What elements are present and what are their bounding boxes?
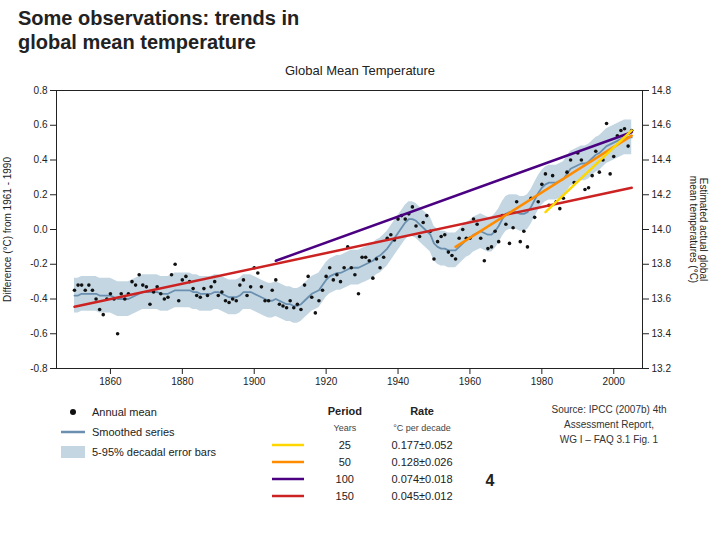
svg-text:0.8: 0.8 xyxy=(34,85,48,96)
html-text:Rate: Rate xyxy=(410,404,434,417)
html-text:Annual mean: Annual mean xyxy=(92,406,157,418)
svg-text:1980: 1980 xyxy=(531,376,554,387)
svg-text:-0.6: -0.6 xyxy=(30,328,48,339)
html-text:100: 100 xyxy=(335,472,354,485)
svg-text:2000: 2000 xyxy=(603,376,626,387)
svg-text:0.0: 0.0 xyxy=(34,224,48,235)
svg-text:1920: 1920 xyxy=(315,376,338,387)
svg-text:-0.4: -0.4 xyxy=(30,293,48,304)
html-text:0.177±0.052: 0.177±0.052 xyxy=(391,438,453,451)
html-text:Years: Years xyxy=(333,422,357,433)
html-text:0.074±0.018: 0.074±0.018 xyxy=(391,472,453,485)
svg-text:13.2: 13.2 xyxy=(652,363,672,374)
svg-text:14.8: 14.8 xyxy=(652,85,672,96)
svg-text:13.8: 13.8 xyxy=(652,258,672,269)
html-text:4: 4 xyxy=(485,472,495,489)
svg-text:Estimated actual globalmean te: Estimated actual globalmean temperatures… xyxy=(688,176,709,283)
html-text:150: 150 xyxy=(335,489,354,502)
svg-text:1940: 1940 xyxy=(387,376,410,387)
svg-text:13.6: 13.6 xyxy=(652,293,672,304)
html-text:25: 25 xyxy=(338,438,351,451)
svg-text:1960: 1960 xyxy=(459,376,482,387)
svg-text:1860: 1860 xyxy=(99,376,122,387)
html-text:0.128±0.026: 0.128±0.026 xyxy=(391,455,453,468)
svg-text:1900: 1900 xyxy=(243,376,266,387)
html-text:50: 50 xyxy=(338,455,351,468)
svg-text:14.2: 14.2 xyxy=(652,189,672,200)
svg-text:0.6: 0.6 xyxy=(34,119,48,130)
html-text:5-95% decadal error bars: 5-95% decadal error bars xyxy=(92,446,217,458)
html-text:Period: Period xyxy=(327,404,362,417)
html-text:global mean temperature: global mean temperature xyxy=(18,31,256,53)
svg-text:0.4: 0.4 xyxy=(34,154,48,165)
svg-text:13.4: 13.4 xyxy=(652,328,672,339)
html-text:Smoothed series: Smoothed series xyxy=(92,426,175,438)
svg-text:0.2: 0.2 xyxy=(34,189,48,200)
svg-text:14.6: 14.6 xyxy=(652,119,672,130)
svg-text:14.0: 14.0 xyxy=(652,224,672,235)
html-text:°C per decade: °C per decade xyxy=(393,422,451,433)
html-text:Some observations: trends in: Some observations: trends in xyxy=(18,7,300,29)
svg-text:-0.8: -0.8 xyxy=(30,363,48,374)
svg-text:14.4: 14.4 xyxy=(652,154,672,165)
html-text:Global Mean Temperature: Global Mean Temperature xyxy=(285,63,435,78)
svg-text:1880: 1880 xyxy=(171,376,194,387)
html-text:Source: IPCC (2007b) 4th Asses: Source: IPCC (2007b) 4th Assessment Repo… xyxy=(551,404,667,445)
svg-text:-0.2: -0.2 xyxy=(30,258,48,269)
html-text:0.045±0.012: 0.045±0.012 xyxy=(391,489,453,502)
svg-text:Difference (°C) from 1961 - 19: Difference (°C) from 1961 - 1990 xyxy=(2,157,13,302)
